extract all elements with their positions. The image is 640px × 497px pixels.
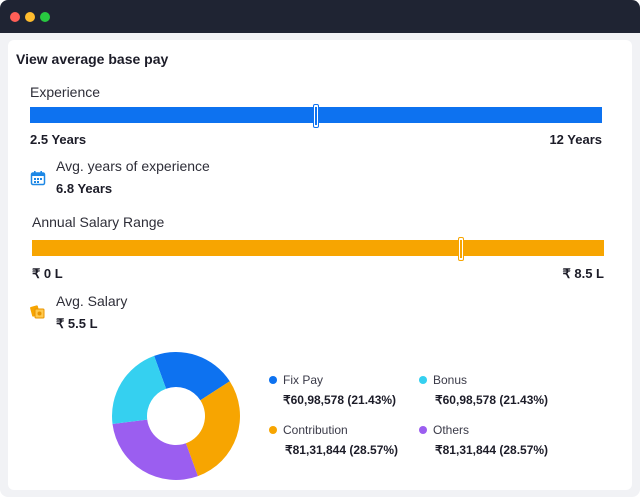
legend-dot-contribution	[269, 426, 277, 434]
maximize-window-dot[interactable]	[40, 12, 50, 22]
calendar-icon	[30, 170, 46, 186]
avg-experience-value: 6.8 Years	[56, 181, 113, 196]
experience-max-label: 12 Years	[549, 132, 602, 147]
base-pay-card: View average base pay Experience 2.5 Yea…	[8, 40, 632, 490]
legend-label-fix-pay: Fix Pay	[283, 373, 324, 387]
legend-dot-others	[419, 426, 427, 434]
avg-experience-label: Avg. years of experience	[56, 158, 210, 174]
legend-label-others: Others	[433, 423, 470, 437]
minimize-window-dot[interactable]	[25, 12, 35, 22]
slice-bonus	[112, 355, 167, 424]
experience-slider-handle[interactable]	[313, 104, 319, 128]
slice-contribution	[185, 381, 241, 477]
legend-value-fix-pay: ₹60,98,578 (21.43%)	[283, 393, 397, 407]
money-icon	[30, 304, 46, 320]
section-title: View average base pay	[16, 51, 169, 67]
legend-value-bonus: ₹60,98,578 (21.43%)	[435, 393, 549, 407]
salary-slider-track[interactable]	[32, 240, 604, 256]
experience-min-label: 2.5 Years	[30, 132, 87, 147]
legend-dot-bonus	[419, 376, 427, 384]
avg-salary-value: ₹ 5.5 L	[56, 316, 98, 331]
slice-others	[112, 419, 198, 480]
slice-fix-pay	[154, 352, 230, 401]
experience-label: Experience	[30, 84, 101, 100]
salary-min-label: ₹ 0 L	[32, 266, 63, 281]
legend-value-others: ₹81,31,844 (28.57%)	[435, 443, 549, 457]
legend-label-contribution: Contribution	[283, 423, 348, 437]
avg-salary-label: Avg. Salary	[56, 293, 128, 309]
salary-max-label: ₹ 8.5 L	[562, 266, 604, 281]
legend-label-bonus: Bonus	[433, 373, 468, 387]
legend-dot-fix-pay	[269, 376, 277, 384]
legend-value-contribution: ₹81,31,844 (28.57%)	[285, 443, 399, 457]
close-window-dot[interactable]	[10, 12, 20, 22]
pay-breakdown-donut-chart	[112, 352, 241, 480]
window-titlebar	[0, 0, 640, 33]
salary-slider-handle[interactable]	[458, 237, 464, 261]
salary-range-label: Annual Salary Range	[32, 214, 165, 230]
